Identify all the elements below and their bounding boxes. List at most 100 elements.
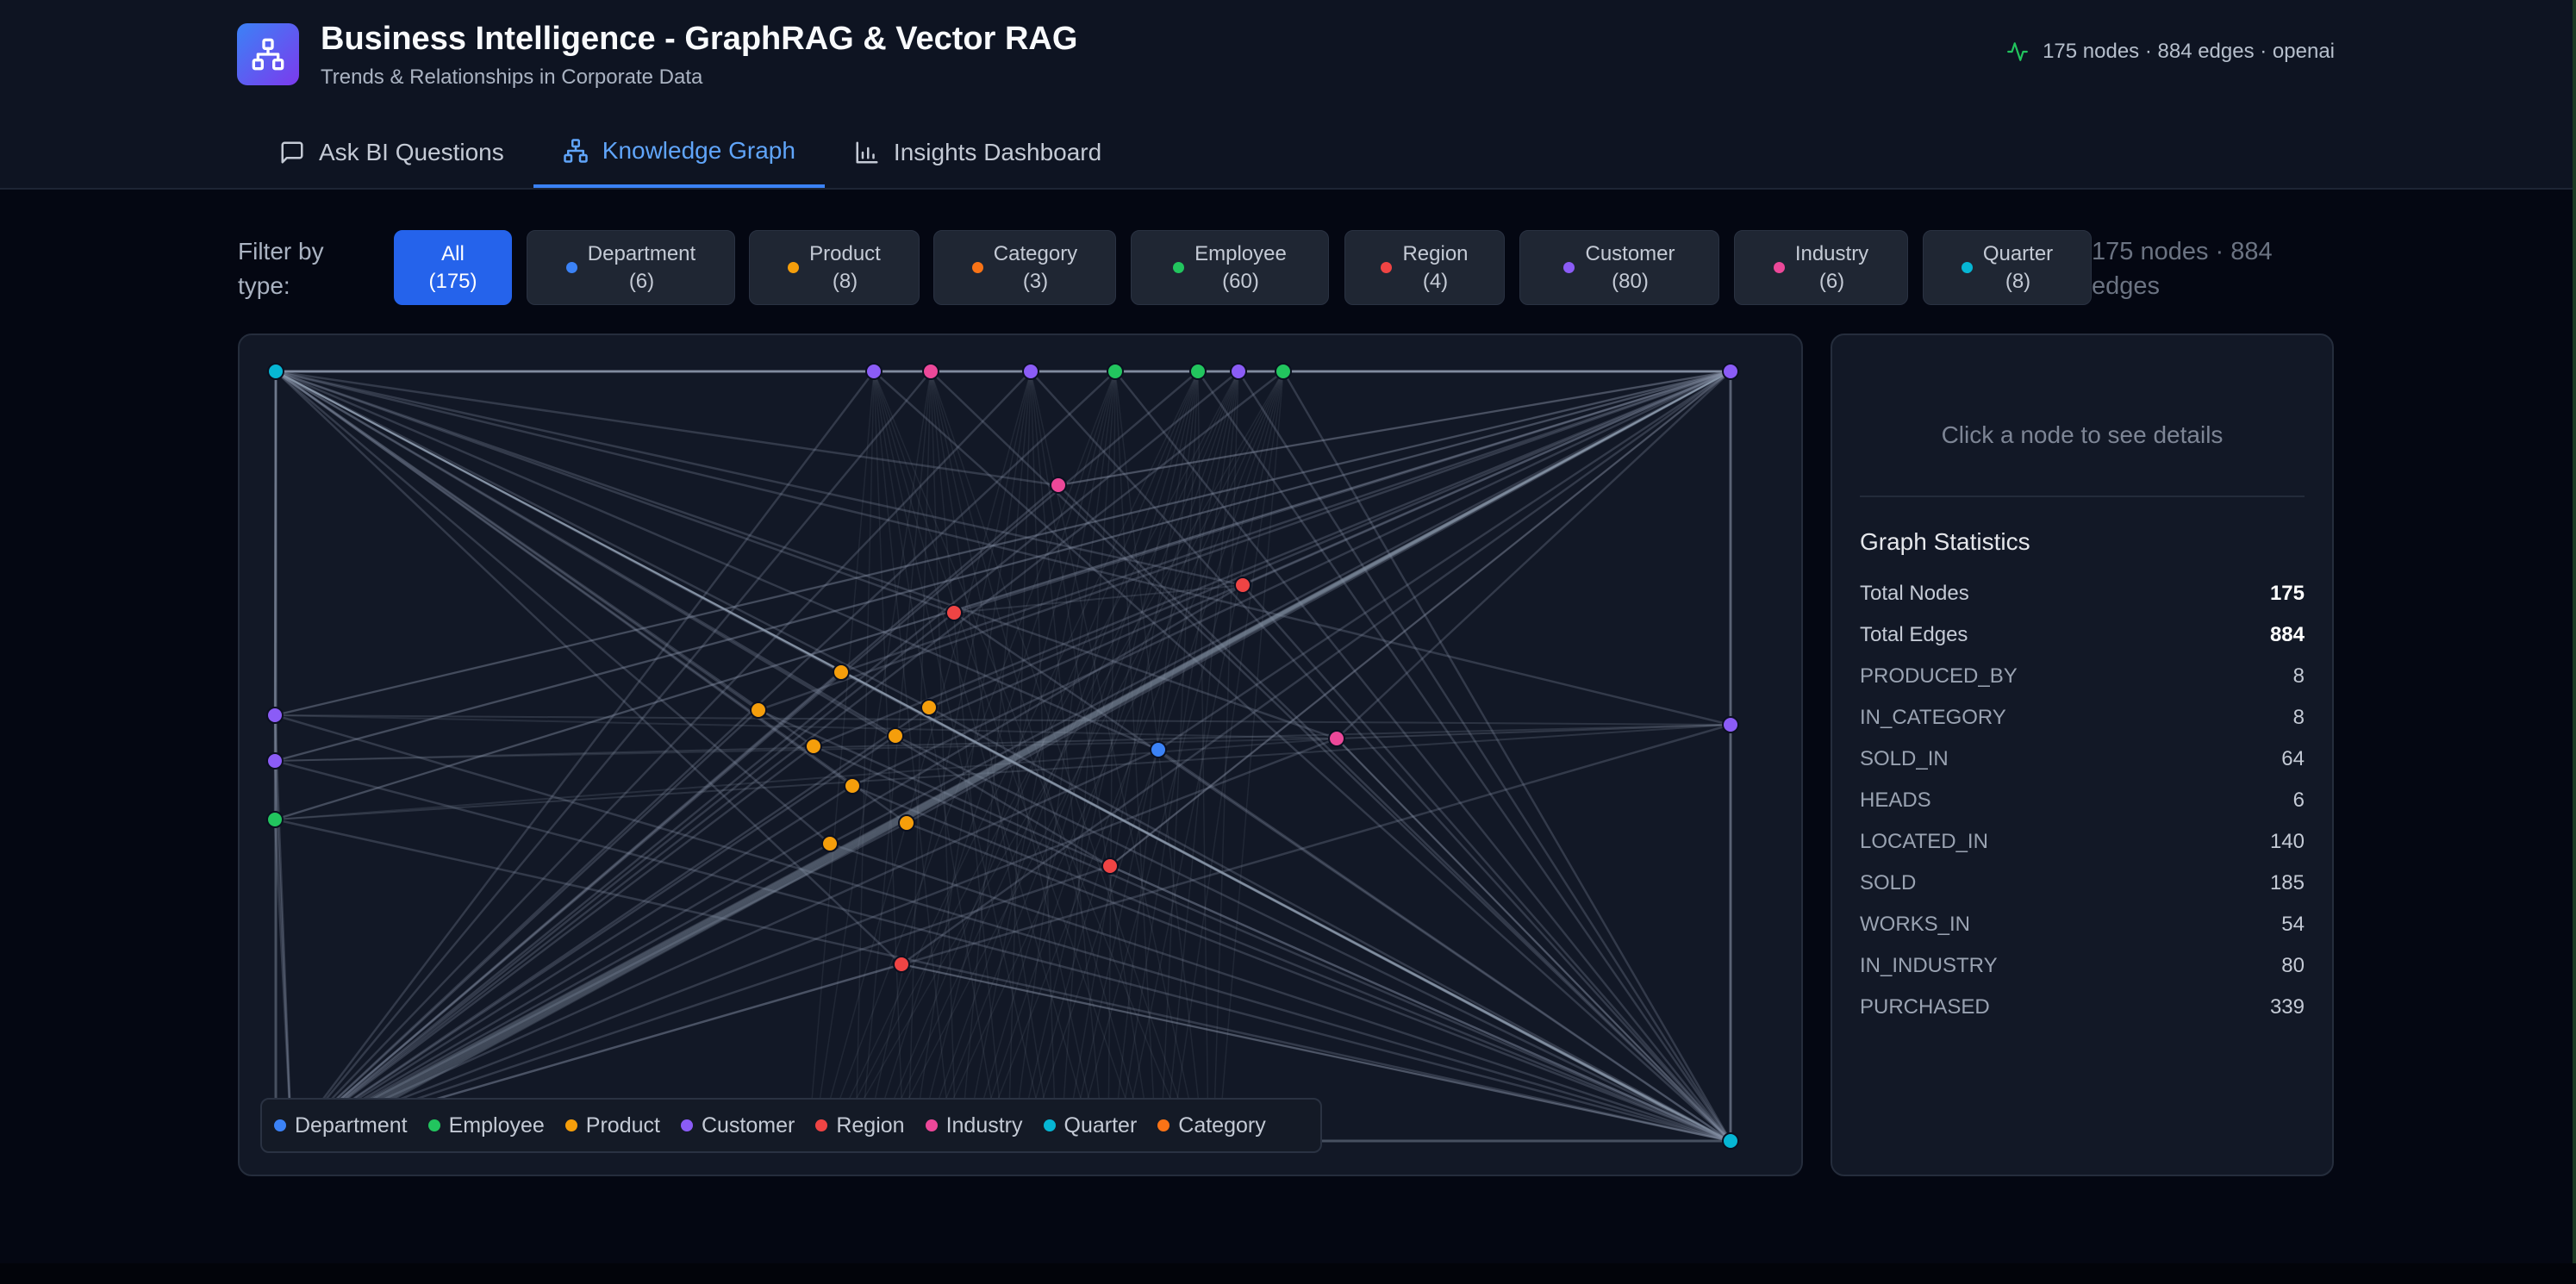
- graph-edge: [358, 371, 1731, 1119]
- graph-nodes: [266, 363, 1739, 1150]
- graph-edge: [275, 370, 908, 825]
- graph-node-quarter[interactable]: [1722, 1132, 1739, 1150]
- legend-label: Category: [1178, 1113, 1266, 1138]
- legend-label: Customer: [701, 1113, 795, 1138]
- filter-chip-employee[interactable]: Employee (60): [1131, 230, 1329, 305]
- stat-value: 8: [2292, 664, 2305, 688]
- graph-node-customer[interactable]: [266, 752, 284, 770]
- graph-network[interactable]: [240, 335, 1801, 1175]
- graph-edge: [960, 371, 1032, 1142]
- graph-node-product[interactable]: [887, 727, 904, 745]
- graph-edge: [1065, 371, 1199, 1142]
- filter-chip-region[interactable]: Region (4): [1344, 230, 1505, 305]
- graph-edge: [1057, 484, 1731, 1142]
- graph-node-employee[interactable]: [1107, 363, 1124, 380]
- graph-edge: [965, 371, 1116, 1142]
- graph-node-industry[interactable]: [1328, 730, 1345, 747]
- graph-node-product[interactable]: [844, 777, 861, 795]
- stat-label: IN_INDUSTRY: [1860, 954, 1998, 977]
- stat-row-located-in: LOCATED_IN 140: [1860, 830, 2305, 854]
- graph-edge: [851, 784, 1731, 1143]
- graph-edge: [290, 371, 875, 1142]
- graph-edge: [275, 370, 1159, 751]
- graph-node-product[interactable]: [805, 738, 822, 755]
- filter-chip-category[interactable]: Category (3): [933, 230, 1116, 305]
- graph-node-region[interactable]: [893, 956, 910, 973]
- graph-edge: [290, 737, 1338, 1143]
- graph-node-region[interactable]: [1101, 857, 1119, 875]
- chip-count: (60): [1222, 269, 1259, 293]
- stat-value: 185: [2269, 871, 2305, 894]
- graph-node-product[interactable]: [833, 664, 850, 681]
- employee-dot-icon: [427, 1119, 440, 1131]
- stat-row-in-industry: IN_INDUSTRY 80: [1860, 954, 2305, 978]
- chip-label: Product: [809, 241, 881, 265]
- graph-edge: [840, 670, 1731, 1143]
- graph-node-customer[interactable]: [1722, 363, 1739, 380]
- graph-edge: [813, 745, 1731, 1143]
- tab-insights-dashboard[interactable]: Insights Dashboard: [825, 116, 1131, 188]
- graph-edge: [930, 371, 957, 1142]
- graph-node-customer[interactable]: [1230, 363, 1247, 380]
- graph-node-product[interactable]: [898, 814, 915, 832]
- tab-ask-bi-questions[interactable]: Ask BI Questions: [250, 116, 533, 188]
- tab-label: Knowledge Graph: [602, 136, 795, 164]
- graph-edge: [290, 484, 1059, 1142]
- graph-node-customer[interactable]: [865, 363, 883, 380]
- graph-edge: [275, 370, 1338, 740]
- graph-node-customer[interactable]: [1022, 363, 1039, 380]
- graph-node-product[interactable]: [821, 835, 839, 852]
- graph-node-quarter[interactable]: [267, 363, 284, 380]
- graph-edge: [342, 371, 1731, 1125]
- stat-label: SOLD_IN: [1860, 747, 1949, 770]
- stat-label: Total Nodes: [1860, 582, 1969, 605]
- graph-node-product[interactable]: [750, 701, 767, 719]
- stat-row-produced-by: PRODUCED_BY 8: [1860, 664, 2305, 689]
- graph-edge: [1060, 371, 1116, 1142]
- filter-chip-product[interactable]: Product (8): [749, 230, 920, 305]
- graph-edge: [1118, 371, 1239, 1142]
- graph-node-department[interactable]: [1150, 741, 1167, 758]
- graph-edge: [274, 724, 1731, 820]
- graph-edge: [321, 371, 1731, 1131]
- filter-chip-industry[interactable]: Industry (6): [1734, 230, 1908, 305]
- graph-edge: [873, 371, 1046, 1142]
- graph-node-region[interactable]: [945, 604, 963, 621]
- graph-edge: [1218, 371, 1284, 1142]
- graph-node-employee[interactable]: [266, 811, 284, 828]
- knowledge-graph-canvas[interactable]: Department Employee Product Customer Reg…: [238, 333, 1803, 1176]
- graph-edge: [1013, 371, 1116, 1142]
- filter-chip-customer[interactable]: Customer (80): [1519, 230, 1719, 305]
- category-dot-icon: [1157, 1119, 1170, 1131]
- filter-chip-all[interactable]: All (175): [394, 230, 512, 305]
- graph-node-employee[interactable]: [1189, 363, 1207, 380]
- graph-edge: [274, 370, 1731, 763]
- stat-value: 80: [2281, 954, 2305, 977]
- stat-value: 339: [2269, 995, 2305, 1019]
- app-subtitle: Trends & Relationships in Corporate Data: [321, 65, 703, 89]
- graph-node-customer[interactable]: [266, 707, 284, 724]
- graph-edge: [290, 723, 1731, 1143]
- legend-label: Product: [585, 1113, 660, 1138]
- graph-edge: [290, 821, 908, 1143]
- graph-edge: [290, 371, 1284, 1142]
- graph-edge: [311, 371, 1731, 1135]
- chip-label: Department: [587, 241, 696, 265]
- filter-label: Filter by type:: [238, 238, 324, 299]
- graph-edge: [290, 371, 932, 1142]
- graph-edge: [1336, 724, 1731, 739]
- graph-node-industry[interactable]: [1050, 477, 1067, 494]
- graph-edge: [1237, 371, 1732, 1142]
- graph-edge: [275, 371, 831, 845]
- graph-edge: [913, 371, 1032, 1142]
- filter-chip-quarter[interactable]: Quarter (8): [1923, 230, 2092, 305]
- graph-node-region[interactable]: [1234, 577, 1251, 594]
- stat-row-purchased: PURCHASED 339: [1860, 995, 2305, 1019]
- filter-chip-department[interactable]: Department (6): [527, 230, 735, 305]
- tab-knowledge-graph[interactable]: Knowledge Graph: [533, 116, 825, 188]
- graph-node-industry[interactable]: [922, 363, 939, 380]
- graph-node-customer[interactable]: [1722, 716, 1739, 733]
- graph-node-product[interactable]: [920, 699, 938, 716]
- graph-node-employee[interactable]: [1275, 363, 1292, 380]
- customer-dot-icon: [680, 1119, 693, 1131]
